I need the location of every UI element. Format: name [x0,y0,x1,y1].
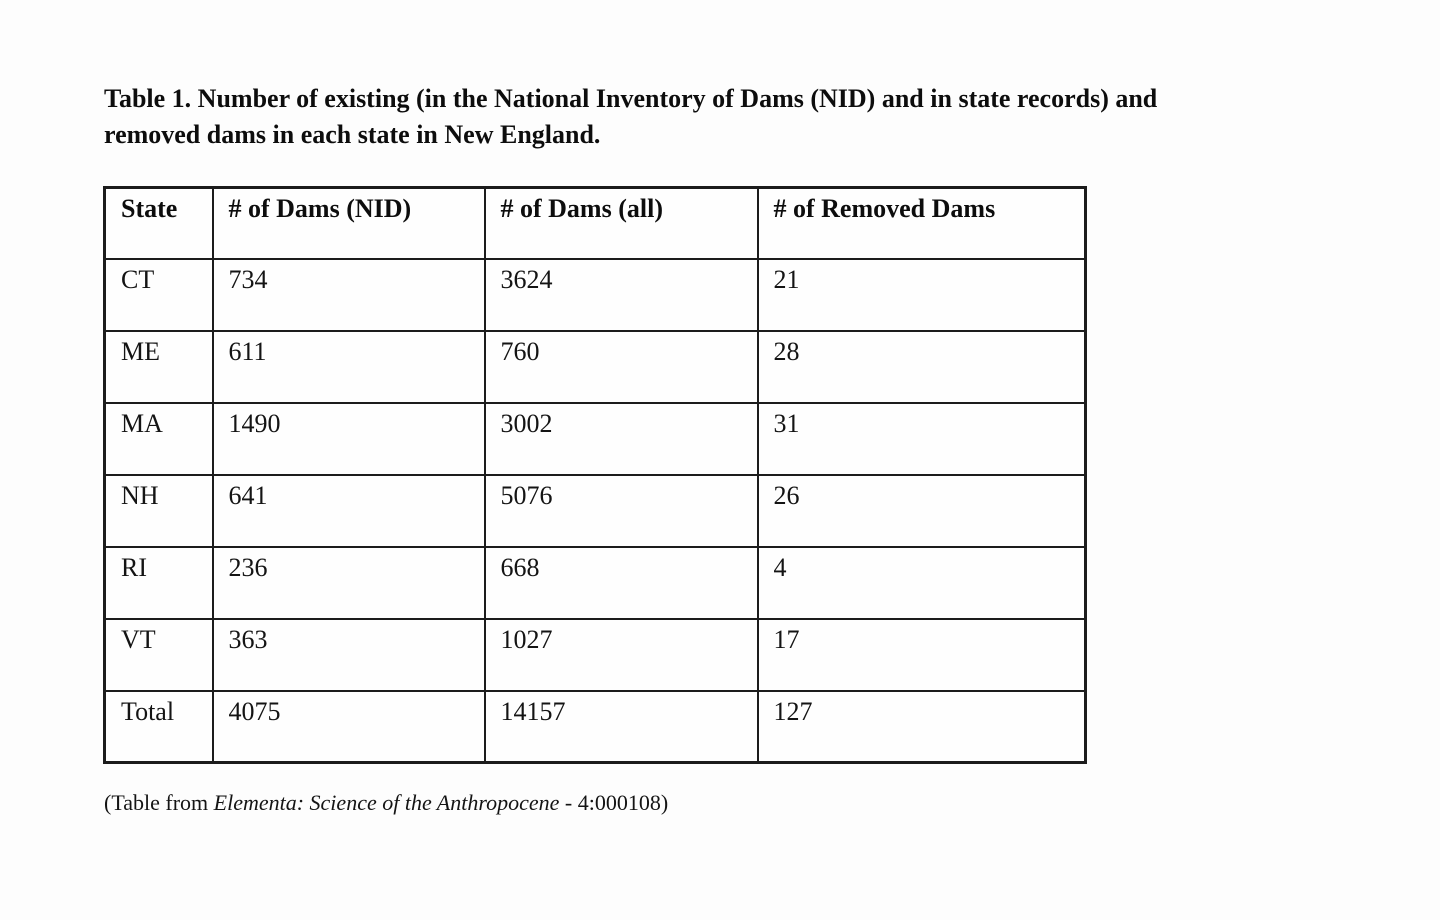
cell-dams-nid: 236 [211,545,486,620]
column-header-dams-all: # of Dams (all) [483,186,759,260]
table-title-line-1: Table 1. Number of existing (in the Nati… [104,84,1158,113]
table-title-line-2: removed dams in each state in New Englan… [104,120,601,149]
table-header: State # of Dams (NID) # of Dams (all) # … [103,186,1087,260]
cell-dams-nid: 641 [211,473,486,548]
cell-state: RI [103,545,214,620]
column-header-dams-nid: # of Dams (NID) [211,186,486,260]
cell-dams-nid: 4075 [211,689,486,764]
cell-dams-all: 14157 [483,689,759,764]
caption-journal-name: Elementa: Science of the Anthropocene [213,790,560,815]
table-row-ri: RI 236 668 4 [103,545,1087,620]
cell-state: MA [103,401,214,476]
caption-prefix: (Table from [104,790,214,815]
table-body: CT 734 3624 21 ME 611 760 28 MA 1490 300… [103,257,1087,764]
table-row-me: ME 611 760 28 [103,329,1087,404]
cell-removed-dams: 31 [756,401,1087,476]
cell-removed-dams: 28 [756,329,1087,404]
header-row: State # of Dams (NID) # of Dams (all) # … [103,186,1087,260]
cell-dams-nid: 734 [211,257,486,332]
cell-state: CT [103,257,214,332]
cell-removed-dams: 21 [756,257,1087,332]
cell-removed-dams: 26 [756,473,1087,548]
table-row-ct: CT 734 3624 21 [103,257,1087,332]
caption-suffix: - 4:000108) [559,790,669,815]
cell-state: VT [103,617,214,692]
column-header-removed-dams: # of Removed Dams [756,186,1087,260]
dams-table: State # of Dams (NID) # of Dams (all) # … [103,186,1087,764]
cell-removed-dams: 4 [756,545,1087,620]
source-caption: (Table from Elementa: Science of the Ant… [104,789,668,817]
cell-removed-dams: 17 [756,617,1087,692]
table-row-ma: MA 1490 3002 31 [103,401,1087,476]
cell-state: Total [103,689,214,764]
cell-dams-nid: 1490 [211,401,486,476]
table-row-total: Total 4075 14157 127 [103,689,1087,764]
cell-dams-all: 760 [483,329,759,404]
cell-dams-all: 3002 [483,401,759,476]
column-header-state: State [103,186,214,260]
cell-dams-all: 5076 [483,473,759,548]
cell-dams-nid: 363 [211,617,486,692]
cell-dams-all: 3624 [483,257,759,332]
cell-dams-all: 668 [483,545,759,620]
table-title: Table 1. Number of existing (in the Nati… [104,81,1157,153]
table-row-nh: NH 641 5076 26 [103,473,1087,548]
cell-dams-all: 1027 [483,617,759,692]
cell-removed-dams: 127 [756,689,1087,764]
cell-state: NH [103,473,214,548]
table-row-vt: VT 363 1027 17 [103,617,1087,692]
cell-dams-nid: 611 [211,329,486,404]
cell-state: ME [103,329,214,404]
